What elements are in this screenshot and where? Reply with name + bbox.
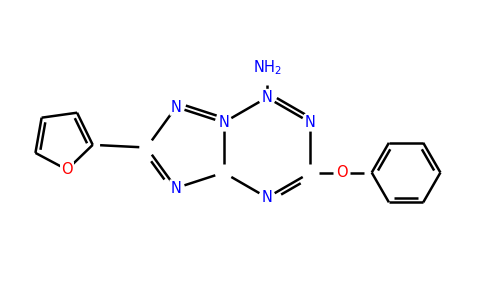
Text: N: N — [261, 190, 272, 205]
Text: N: N — [305, 115, 316, 130]
Text: N: N — [261, 90, 272, 105]
Text: NH$_2$: NH$_2$ — [253, 59, 282, 77]
Text: N: N — [171, 100, 182, 115]
Text: O: O — [336, 165, 348, 180]
Text: N: N — [171, 181, 182, 196]
Text: O: O — [61, 162, 73, 177]
Text: N: N — [218, 115, 229, 130]
